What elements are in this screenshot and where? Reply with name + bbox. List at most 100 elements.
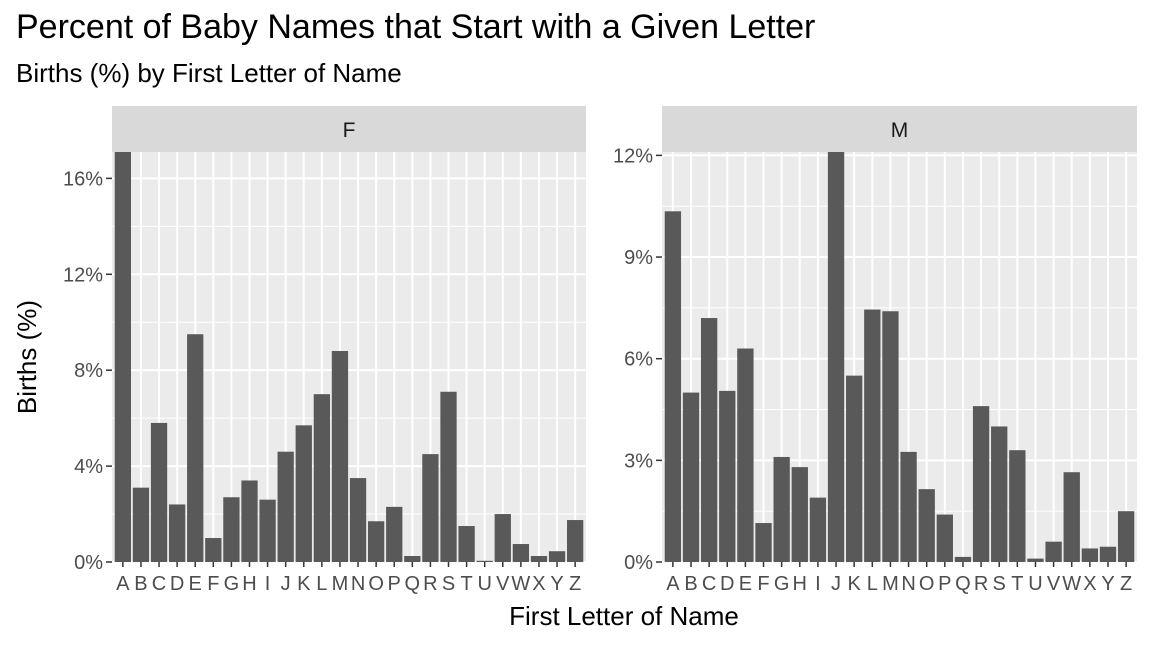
bar-f-x [530, 556, 548, 562]
x-tick-label: H [793, 573, 807, 595]
x-tick-label: I [815, 573, 821, 595]
x-tick-label: H [242, 573, 256, 595]
x-tick-label: A [116, 573, 130, 595]
x-tick-label: J [281, 573, 291, 595]
bar-m-a [664, 211, 682, 562]
x-tick-label: I [265, 573, 271, 595]
x-tick-label: N [351, 573, 365, 595]
bar-f-o [367, 521, 385, 562]
bar-f-j [277, 451, 294, 562]
x-tick-label: C [152, 573, 166, 595]
x-tick-label: V [496, 573, 510, 595]
bar-f-u [476, 560, 493, 562]
bar-f-h [241, 480, 258, 562]
bar-f-r [422, 454, 439, 562]
chart-subtitle: Births (%) by First Letter of Name [16, 58, 402, 88]
x-tick-label: G [774, 573, 790, 595]
bar-f-p [386, 506, 403, 562]
bar-f-b [132, 487, 150, 562]
bar-m-g [773, 456, 790, 562]
bar-m-n [900, 451, 917, 562]
x-tick-label: K [848, 573, 862, 595]
y-tick-label: 3% [624, 450, 653, 472]
x-tick-label: W [1062, 573, 1081, 595]
bar-f-t [458, 526, 475, 562]
x-tick-label: M [882, 573, 899, 595]
facet-panel-m: M0%3%6%9%12%A B C D E F G H I J K L M N O P Q R S T U V W X Y Z [613, 106, 1137, 595]
x-tick-label: X [1083, 573, 1096, 595]
y-tick-label: 0% [624, 552, 653, 574]
x-tick-label: J [831, 573, 841, 595]
bar-f-k [295, 425, 312, 562]
bar-f-f [205, 538, 222, 562]
bar-m-f [755, 523, 772, 562]
bar-m-d [719, 390, 736, 562]
bar-m-h [791, 467, 808, 562]
bar-f-y [548, 551, 566, 562]
bar-m-o [918, 489, 935, 562]
x-tick-label: M [332, 573, 349, 595]
x-tick-label: B [684, 573, 697, 595]
y-axis-title: Births (%) [12, 300, 42, 414]
x-axis-title: First Letter of Name [509, 601, 739, 631]
y-tick-label: 0% [74, 552, 103, 574]
bar-f-n [349, 478, 367, 562]
x-tick-label: S [993, 573, 1006, 595]
bar-m-r [972, 406, 990, 562]
x-tick-label: U [477, 573, 491, 595]
bar-m-q [954, 556, 972, 562]
bar-f-s [440, 391, 457, 562]
x-tick-label: R [974, 573, 988, 595]
x-tick-label: D [720, 573, 734, 595]
bar-m-j [827, 152, 845, 562]
bar-m-e [737, 348, 754, 562]
bar-m-c [700, 318, 718, 562]
bar-m-l [864, 309, 881, 562]
x-tick-label: R [423, 573, 437, 595]
bar-f-a [114, 152, 131, 562]
x-tick-label: L [316, 573, 327, 595]
bar-f-g [223, 497, 240, 562]
x-tick-label: Y [1101, 573, 1114, 595]
bar-f-d [168, 504, 186, 562]
x-tick-label: P [388, 573, 401, 595]
bar-m-x [1081, 548, 1099, 562]
x-tick-label: T [460, 573, 472, 595]
bar-f-v [494, 514, 511, 562]
bar-m-u [1027, 558, 1044, 562]
chart-title: Percent of Baby Names that Start with a … [16, 8, 816, 46]
bar-f-q [404, 556, 421, 562]
x-tick-label: O [368, 573, 384, 595]
x-tick-label: U [1028, 573, 1042, 595]
x-tick-label: L [867, 573, 878, 595]
facet-strip-label: F [343, 119, 356, 142]
bar-m-p [936, 514, 953, 562]
x-tick-label: P [938, 573, 951, 595]
bar-m-s [991, 426, 1008, 562]
y-tick-label: 8% [74, 360, 103, 382]
x-tick-label: D [170, 573, 184, 595]
x-tick-label: Z [1120, 573, 1132, 595]
x-tick-label: F [757, 573, 769, 595]
x-tick-label: G [224, 573, 240, 595]
x-tick-label: E [189, 573, 202, 595]
x-tick-label: Q [405, 573, 421, 595]
x-tick-label: E [739, 573, 752, 595]
y-tick-label: 12% [613, 145, 653, 167]
facet-panel-f: F0%4%8%12%16%A B C D E F G H I J K L M N O P Q R S T U V W X Y Z [63, 106, 586, 595]
y-tick-label: 6% [624, 349, 653, 371]
x-tick-label: Z [569, 573, 581, 595]
bar-f-z [567, 520, 584, 562]
x-tick-label: W [511, 573, 530, 595]
bar-m-m [882, 311, 899, 562]
x-tick-label: C [702, 573, 716, 595]
y-tick-label: 9% [624, 247, 653, 269]
x-tick-label: K [297, 573, 311, 595]
facet-strip [112, 106, 586, 152]
bar-m-b [682, 392, 700, 562]
y-tick-label: 12% [63, 264, 103, 286]
x-tick-label: N [901, 573, 915, 595]
bar-f-m [331, 351, 349, 562]
x-tick-label: X [532, 573, 545, 595]
